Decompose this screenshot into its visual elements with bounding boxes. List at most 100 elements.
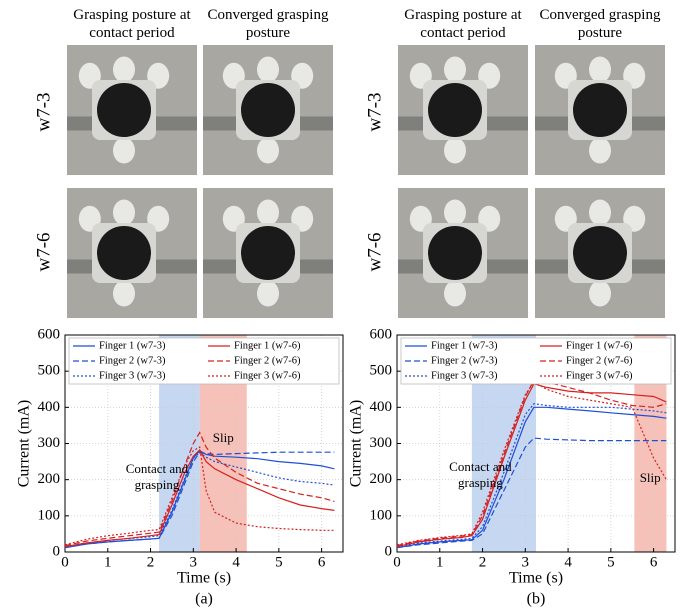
- legend-label: Finger 3 (w7-6): [234, 370, 301, 381]
- y-tick-label: 0: [53, 543, 61, 559]
- object: [573, 83, 627, 137]
- column-header: Grasping posture at contact period: [73, 7, 191, 41]
- annotation: Slip: [639, 469, 661, 485]
- fingertip: [589, 137, 611, 164]
- legend-label: Finger 1 (w7-6): [234, 340, 301, 351]
- x-tick-label: 6: [318, 554, 326, 570]
- column-header: Converged grasping posture: [539, 7, 661, 41]
- legend-label: Finger 3 (w7-6): [566, 370, 633, 381]
- y-tick-label: 500: [38, 363, 61, 379]
- series-line: [396, 381, 667, 546]
- series-line: [64, 431, 335, 547]
- y-axis-label: Current (mA): [348, 400, 365, 488]
- photo: [398, 188, 528, 318]
- legend-box: [68, 337, 340, 385]
- object: [241, 83, 295, 137]
- x-tick-label: 0: [393, 554, 401, 570]
- panel-caption: (a): [195, 591, 213, 608]
- fingertip: [113, 199, 135, 226]
- y-tick-label: 400: [370, 399, 393, 415]
- series-line: [396, 379, 667, 547]
- fingertip: [589, 280, 611, 307]
- row-label: w7-6: [364, 232, 385, 271]
- series-line: [64, 451, 335, 549]
- x-tick-label: 6: [650, 554, 658, 570]
- object: [97, 226, 151, 280]
- legend-label: Finger 2 (w7-3): [431, 355, 498, 366]
- fingertip: [113, 137, 135, 164]
- y-tick-label: 300: [38, 435, 61, 451]
- panel-caption: (b): [527, 591, 546, 608]
- y-tick-label: 200: [370, 471, 393, 487]
- y-tick-label: 100: [370, 507, 393, 523]
- legend-box: [400, 337, 672, 385]
- x-tick-label: 3: [522, 554, 530, 570]
- legend-label: Finger 1 (w7-3): [99, 340, 166, 351]
- legend-label: Finger 2 (w7-3): [99, 355, 166, 366]
- legend-label: Finger 1 (w7-3): [431, 340, 498, 351]
- fingertip: [257, 199, 279, 226]
- fingertip: [444, 56, 466, 83]
- series-line: [64, 449, 335, 548]
- series-line: [396, 403, 667, 548]
- y-tick-label: 600: [370, 326, 393, 342]
- row-label: w7-6: [33, 232, 54, 271]
- x-tick-label: 1: [104, 554, 112, 570]
- fingertip: [444, 199, 466, 226]
- fingertip: [444, 137, 466, 164]
- legend-label: Finger 3 (w7-3): [431, 370, 498, 381]
- fingertip: [113, 280, 135, 307]
- legend-label: Finger 2 (w7-6): [234, 355, 301, 366]
- object: [97, 83, 151, 137]
- y-axis-label: Current (mA): [16, 400, 33, 488]
- y-tick-label: 500: [370, 363, 393, 379]
- object: [573, 226, 627, 280]
- series-line: [64, 446, 335, 546]
- series-line: [396, 437, 667, 549]
- object: [241, 226, 295, 280]
- fingertip: [257, 137, 279, 164]
- x-tick-label: 2: [147, 554, 155, 570]
- plot-frame: [396, 334, 676, 553]
- photo: [67, 45, 197, 175]
- photo: [67, 188, 197, 318]
- annotation: Slip: [212, 430, 234, 446]
- y-tick-label: 200: [38, 471, 61, 487]
- y-tick-label: 400: [38, 399, 61, 415]
- y-tick-label: 600: [38, 326, 61, 342]
- photo: [535, 45, 665, 175]
- fingertip: [113, 56, 135, 83]
- y-tick-label: 0: [385, 543, 393, 559]
- x-tick-label: 1: [436, 554, 444, 570]
- series-line: [396, 383, 667, 548]
- x-axis-label: Time (s): [177, 570, 231, 587]
- y-tick-label: 300: [370, 435, 393, 451]
- legend-label: Finger 3 (w7-3): [99, 370, 166, 381]
- column-header: Converged grasping posture: [207, 7, 329, 41]
- series-line: [64, 449, 335, 549]
- x-tick-label: 4: [564, 554, 572, 570]
- x-tick-label: 4: [232, 554, 240, 570]
- series-line: [396, 406, 667, 549]
- legend-label: Finger 1 (w7-6): [566, 340, 633, 351]
- photo: [203, 188, 333, 318]
- photo: [535, 188, 665, 318]
- x-tick-label: 0: [61, 554, 69, 570]
- annotation: Contact and grasping: [449, 459, 512, 490]
- row-label: w7-3: [33, 92, 54, 131]
- object: [428, 83, 482, 137]
- x-tick-label: 3: [190, 554, 198, 570]
- x-axis-label: Time (s): [509, 570, 563, 587]
- fingertip: [589, 199, 611, 226]
- y-tick-label: 100: [38, 507, 61, 523]
- x-tick-label: 5: [607, 554, 615, 570]
- fingertip: [257, 280, 279, 307]
- plot-frame: [64, 334, 344, 553]
- annotation: Contact and grasping: [125, 460, 189, 492]
- photo: [398, 45, 528, 175]
- legend-label: Finger 2 (w7-6): [566, 355, 633, 366]
- object: [428, 226, 482, 280]
- photo: [203, 45, 333, 175]
